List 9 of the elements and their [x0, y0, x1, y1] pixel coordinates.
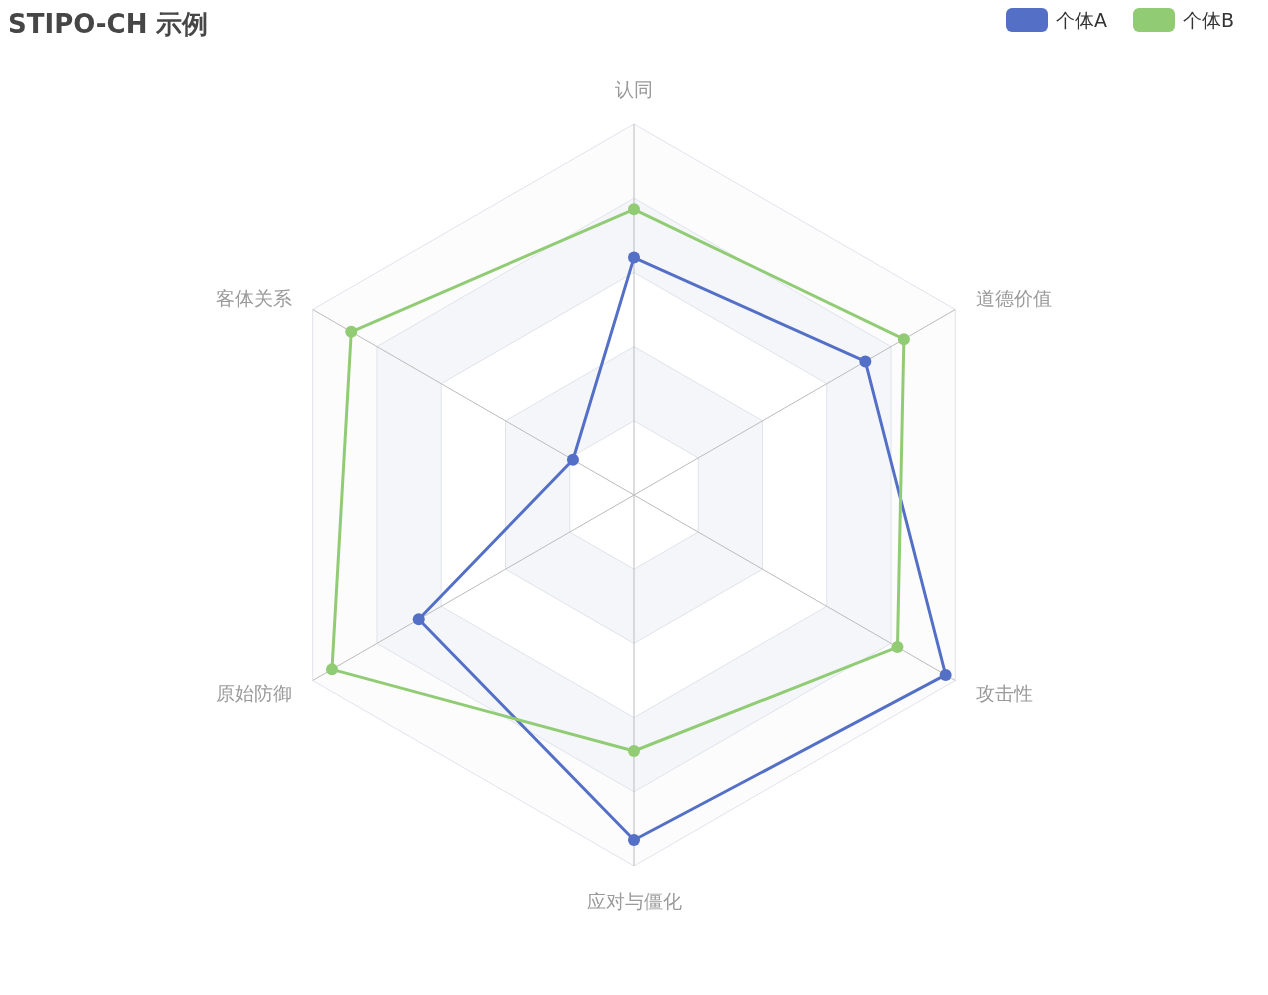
category-label: 攻击性 [976, 681, 1034, 704]
category-label: 客体关系 [215, 286, 292, 309]
legend-label: 个体A [1056, 9, 1107, 31]
category-label: 应对与僵化 [586, 890, 682, 912]
legend-label: 个体B [1183, 9, 1235, 31]
category-label: 道德价值 [976, 286, 1053, 309]
title: STIPO-CH 示例 [8, 9, 209, 39]
category-label: 原始防御 [215, 681, 292, 704]
category-label: 认同 [615, 78, 653, 100]
